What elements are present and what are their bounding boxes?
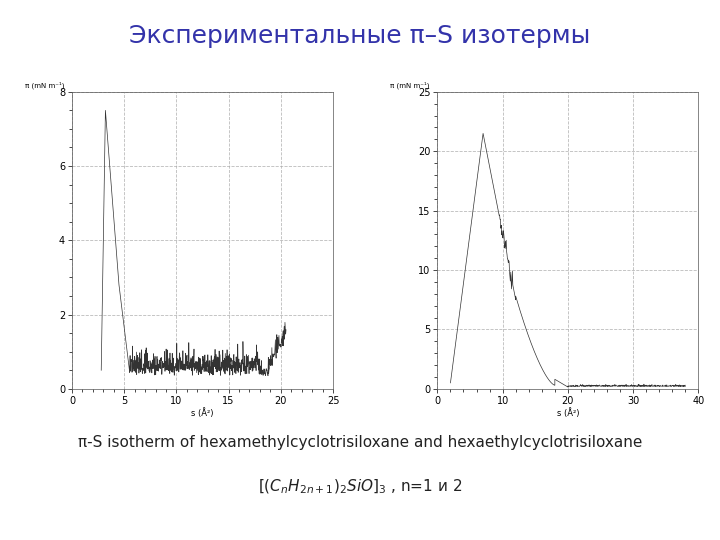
Text: π-S isotherm of hexamethylcyclotrisiloxane and hexaethylcyclotrisiloxane: π-S isotherm of hexamethylcyclotrisiloxa… <box>78 435 642 450</box>
Text: π (mN m⁻¹): π (mN m⁻¹) <box>25 82 65 89</box>
X-axis label: s (Å²): s (Å²) <box>557 409 579 419</box>
Text: $[(C_nH_{2n+1})_2SiO]_3$ , n=1 и 2: $[(C_nH_{2n+1})_2SiO]_3$ , n=1 и 2 <box>258 478 462 496</box>
X-axis label: s (Å²): s (Å²) <box>192 409 214 419</box>
Text: π (mN m⁻¹): π (mN m⁻¹) <box>390 82 430 89</box>
Text: Экспериментальные π–S изотермы: Экспериментальные π–S изотермы <box>130 24 590 48</box>
